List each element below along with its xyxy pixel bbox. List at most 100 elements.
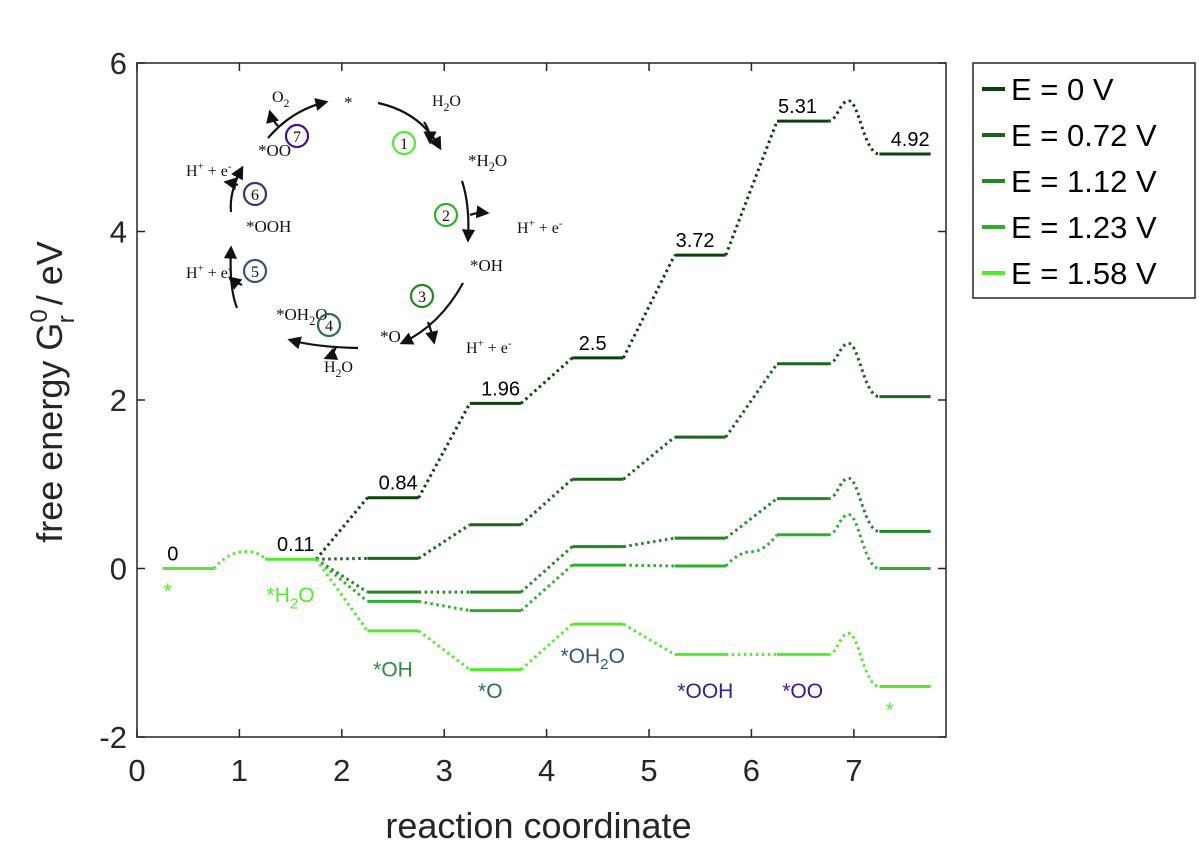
- step-number: 3: [418, 289, 426, 306]
- energy-value-label: 2.5: [579, 333, 607, 355]
- intermediate-label: *OO: [782, 680, 823, 703]
- step-connector: [417, 629, 471, 671]
- side-arrow: [223, 177, 239, 191]
- x-axis-label: reaction coordinate: [385, 805, 691, 846]
- legend: E = 0 V E = 0.72 V E = 1.12 V E = 1.23 V E =…: [972, 62, 1196, 299]
- cycle-arrow: [399, 282, 464, 345]
- series-4: [315, 513, 931, 613]
- cycle-reagent-label: H2O: [324, 359, 353, 380]
- intermediate-label: *H2O: [267, 584, 315, 612]
- transition-state-connector: [827, 342, 880, 399]
- step-number-circle: [284, 123, 310, 149]
- x-tick-label: 3: [436, 753, 453, 788]
- legend-entry: E = 1.58 V: [1011, 256, 1157, 291]
- step-connector: [315, 558, 369, 603]
- intermediate-label: *OH: [373, 658, 413, 681]
- side-arrow: [266, 109, 279, 127]
- energy-value-label: 0.11: [277, 534, 314, 556]
- y-tick-label: 2: [110, 383, 127, 418]
- energy-value-label: 0.84: [379, 473, 418, 495]
- series-1: [315, 99, 931, 561]
- energy-value-label: 1.96: [481, 378, 520, 400]
- cycle-reagent-label: H+ + e-: [466, 337, 512, 357]
- cycle-species-label: *OOH: [246, 217, 291, 236]
- cycle-arrow: [460, 180, 476, 243]
- intermediate-label: *: [886, 699, 894, 722]
- intermediate-label: *OOH: [677, 680, 733, 703]
- step-number-circle: [433, 202, 459, 228]
- reaction-cycle-inset: * *H2O *OH *O *OH2O *OOH *OO H2O H+ + e- H+ + e- H…: [186, 89, 563, 380]
- cycle-reagent-label: H+ + e-: [186, 262, 232, 282]
- step-connector: [623, 536, 675, 549]
- legend-entry: E = 1.23 V: [1011, 210, 1157, 245]
- cycle-reagent-label: H2O: [432, 93, 461, 114]
- step-connector: [316, 556, 368, 561]
- x-tick-label: 4: [538, 753, 555, 788]
- x-tick-label: 7: [845, 753, 862, 788]
- cycle-species-label: *OO: [258, 141, 291, 160]
- legend-entry: E = 1.12 V: [1011, 164, 1157, 199]
- side-arrow: [323, 346, 339, 360]
- step-connector: [622, 435, 676, 481]
- side-arrow: [227, 276, 243, 290]
- step-connector: [314, 558, 369, 632]
- cycle-species-label: *OH2O: [276, 305, 327, 328]
- cycle-species-label: *O: [380, 327, 401, 346]
- step-number: 1: [400, 136, 408, 153]
- y-tick-label: 4: [110, 215, 127, 250]
- energy-value-label: 0: [167, 544, 178, 566]
- plot-background: [137, 63, 946, 737]
- intermediate-label: *OH2O: [560, 645, 624, 673]
- step-number-circle: [242, 258, 268, 284]
- cycle-species-label: *OH: [470, 256, 503, 275]
- step-number: 6: [251, 187, 259, 204]
- cycle-arrow: [287, 336, 359, 350]
- series-layer: [162, 99, 931, 688]
- series-5: [162, 550, 931, 688]
- cycle-reagent-label: H+ + e-: [517, 217, 563, 237]
- side-arrow: [423, 121, 437, 145]
- legend-entry: E = 0 V: [1011, 72, 1114, 107]
- step-connector: [417, 523, 471, 560]
- step-connector: [623, 563, 675, 568]
- transition-state-connector: [827, 631, 880, 688]
- step-connector: [622, 254, 676, 359]
- x-tick-label: 1: [231, 753, 248, 788]
- cycle-reagent-label: O2: [272, 89, 290, 110]
- step-number: 7: [293, 129, 301, 146]
- step-connector: [315, 557, 369, 594]
- x-tick-label: 0: [128, 753, 145, 788]
- transition-state-connector: [827, 99, 880, 156]
- y-tick-label: -2: [99, 720, 127, 755]
- step-number: 4: [325, 318, 333, 335]
- plot-area: [137, 63, 946, 737]
- y-tick-label: 6: [110, 46, 127, 81]
- energy-value-label: 4.92: [891, 129, 930, 151]
- step-number: 5: [251, 264, 259, 281]
- intermediate-label: *O: [478, 680, 503, 703]
- legend-entry: E = 0.72 V: [1011, 118, 1157, 153]
- step-number: 2: [442, 208, 450, 225]
- step-connector: [212, 550, 267, 570]
- x-tick-label: 5: [640, 753, 657, 788]
- cycle-arrow: [229, 165, 244, 213]
- side-arrow: [425, 321, 439, 345]
- y-tick-label: 0: [110, 552, 127, 587]
- energy-value-label: 3.72: [676, 230, 715, 252]
- series-2: [316, 342, 931, 561]
- step-number-circle: [409, 283, 435, 309]
- x-tick-label: 6: [743, 753, 760, 788]
- x-tick-label: 2: [333, 753, 350, 788]
- labels-layer: 0 0.11 0.84 1.96 2.5 3.72 5.31 4.92 * *H2O *OH *O *O…: [164, 96, 930, 722]
- step-connector: [622, 622, 676, 656]
- step-connector: [724, 533, 779, 567]
- side-arrow: [469, 205, 490, 219]
- energy-value-label: 5.31: [778, 96, 817, 118]
- step-connector: [724, 497, 778, 540]
- step-number-circle: [242, 181, 268, 207]
- legend-box: [972, 62, 1196, 299]
- step-number-circle: [391, 130, 417, 156]
- cycle-arrow: [267, 97, 329, 139]
